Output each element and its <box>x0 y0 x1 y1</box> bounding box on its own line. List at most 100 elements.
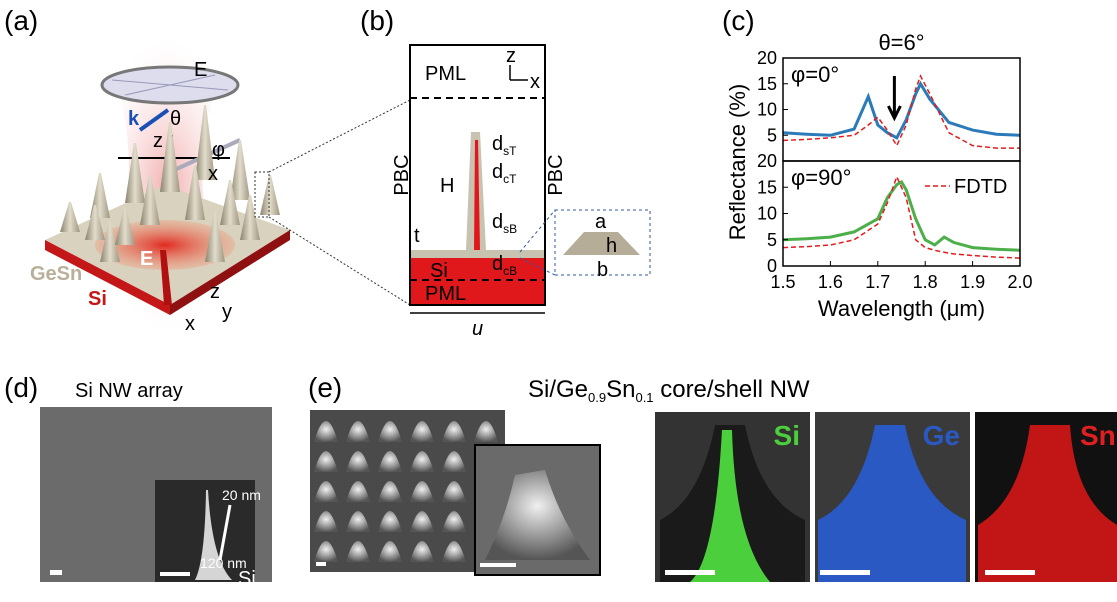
nanowire <box>346 511 370 532</box>
cone <box>100 222 120 262</box>
cone <box>205 212 225 262</box>
nanowire <box>314 421 338 442</box>
label-base: d <box>492 161 503 183</box>
label-base: d <box>492 133 503 155</box>
label: dsT <box>492 133 517 158</box>
nanowire <box>442 421 466 442</box>
map-label: Ge <box>923 420 960 451</box>
label: θ <box>170 108 181 130</box>
trapezoid <box>563 232 640 255</box>
nanowire <box>442 511 466 532</box>
nanowire <box>485 470 590 560</box>
label: y <box>222 301 232 323</box>
x-tick-label: 1.8 <box>913 272 938 292</box>
label: x <box>208 163 218 185</box>
scale-bar <box>316 562 326 566</box>
nanowire <box>314 451 338 472</box>
title-part: Sn <box>606 376 635 403</box>
nanowire <box>410 511 434 532</box>
nanowire <box>346 451 370 472</box>
cone <box>85 205 105 240</box>
sem-background <box>310 410 505 572</box>
cone <box>185 165 205 220</box>
label: dcB <box>492 253 517 278</box>
label: 120 nm <box>200 555 247 571</box>
nanowire <box>378 511 402 532</box>
label-sub: sT <box>503 144 517 158</box>
label: PML <box>425 283 466 305</box>
label: x <box>530 71 540 93</box>
label: b <box>597 259 608 281</box>
panel-a-illustration <box>45 40 411 330</box>
x-axis-label: Wavelength (μm) <box>818 296 985 321</box>
si-signal <box>690 430 770 582</box>
nanowire <box>314 511 338 532</box>
scale-bar <box>50 570 62 575</box>
domain <box>409 44 546 306</box>
y-tick-label: 20 <box>757 48 777 68</box>
core <box>160 250 172 305</box>
label: dsB <box>492 211 517 236</box>
title-part: 0.9 <box>588 390 606 405</box>
label: z <box>153 130 163 152</box>
annotation: φ=0° <box>791 62 839 87</box>
label: Si <box>430 260 448 282</box>
nanowire <box>378 481 402 502</box>
y-tick-label: 15 <box>757 177 777 197</box>
substrate-side <box>45 240 170 315</box>
label: PBC <box>391 154 413 195</box>
panel-label: (a) <box>4 5 38 36</box>
eds-maps <box>655 412 1117 582</box>
label-base: d <box>492 253 503 275</box>
nanowire <box>442 541 466 562</box>
panel-title: Si/Ge0.9Sn0.1 core/shell NW <box>528 376 810 405</box>
label-base: d <box>492 211 503 233</box>
label: z <box>210 281 220 303</box>
x-tick-label: 1.7 <box>865 272 890 292</box>
ge-signal <box>818 425 966 582</box>
panel-label: (b) <box>360 5 394 36</box>
nanowire <box>314 481 338 502</box>
scale-bar <box>480 563 516 567</box>
y-tick-label: 20 <box>757 151 777 171</box>
label-sub: cB <box>503 264 517 278</box>
label: x <box>185 313 195 335</box>
cone <box>240 195 260 240</box>
nanowire <box>410 421 434 442</box>
label: E <box>140 248 153 270</box>
cone <box>220 180 240 225</box>
nanowire <box>195 490 232 580</box>
nanowire <box>442 451 466 472</box>
zoom-line <box>519 257 556 276</box>
shell-layer <box>410 250 545 258</box>
y-tick-label: 10 <box>757 100 777 120</box>
sem-array <box>310 410 601 576</box>
reflectance-chart: 5 10 15 20 θ=6° φ=0° Reflectance (%) FDTD 0 5 10 15… <box>725 30 1033 321</box>
label: 20 nm <box>222 487 261 503</box>
label: E <box>194 59 207 81</box>
y-axis-label: Reflectance (%) <box>725 84 750 241</box>
y-tick-label: 5 <box>767 230 777 250</box>
label-sub: sB <box>503 222 517 236</box>
panel-label: (e) <box>308 372 342 403</box>
nanowire <box>442 481 466 502</box>
y-tick-label: 10 <box>757 204 777 224</box>
nanowire <box>346 421 370 442</box>
cones <box>60 105 280 262</box>
nanowire <box>346 481 370 502</box>
map-label: Sn <box>1080 420 1116 451</box>
label: z <box>506 45 516 67</box>
annotation: φ=90° <box>791 165 851 190</box>
nanowire <box>410 451 434 472</box>
label: PBC <box>545 154 567 195</box>
title-part: core/shell NW <box>654 376 810 403</box>
data-line <box>782 174 1021 259</box>
panel-label: (c) <box>722 5 755 36</box>
arrow <box>887 76 902 122</box>
label: u <box>472 318 483 340</box>
y-tick-label: 15 <box>757 74 777 94</box>
cone <box>60 202 80 232</box>
label: PML <box>425 63 466 85</box>
data-line <box>782 80 1021 140</box>
label: h <box>606 235 617 257</box>
